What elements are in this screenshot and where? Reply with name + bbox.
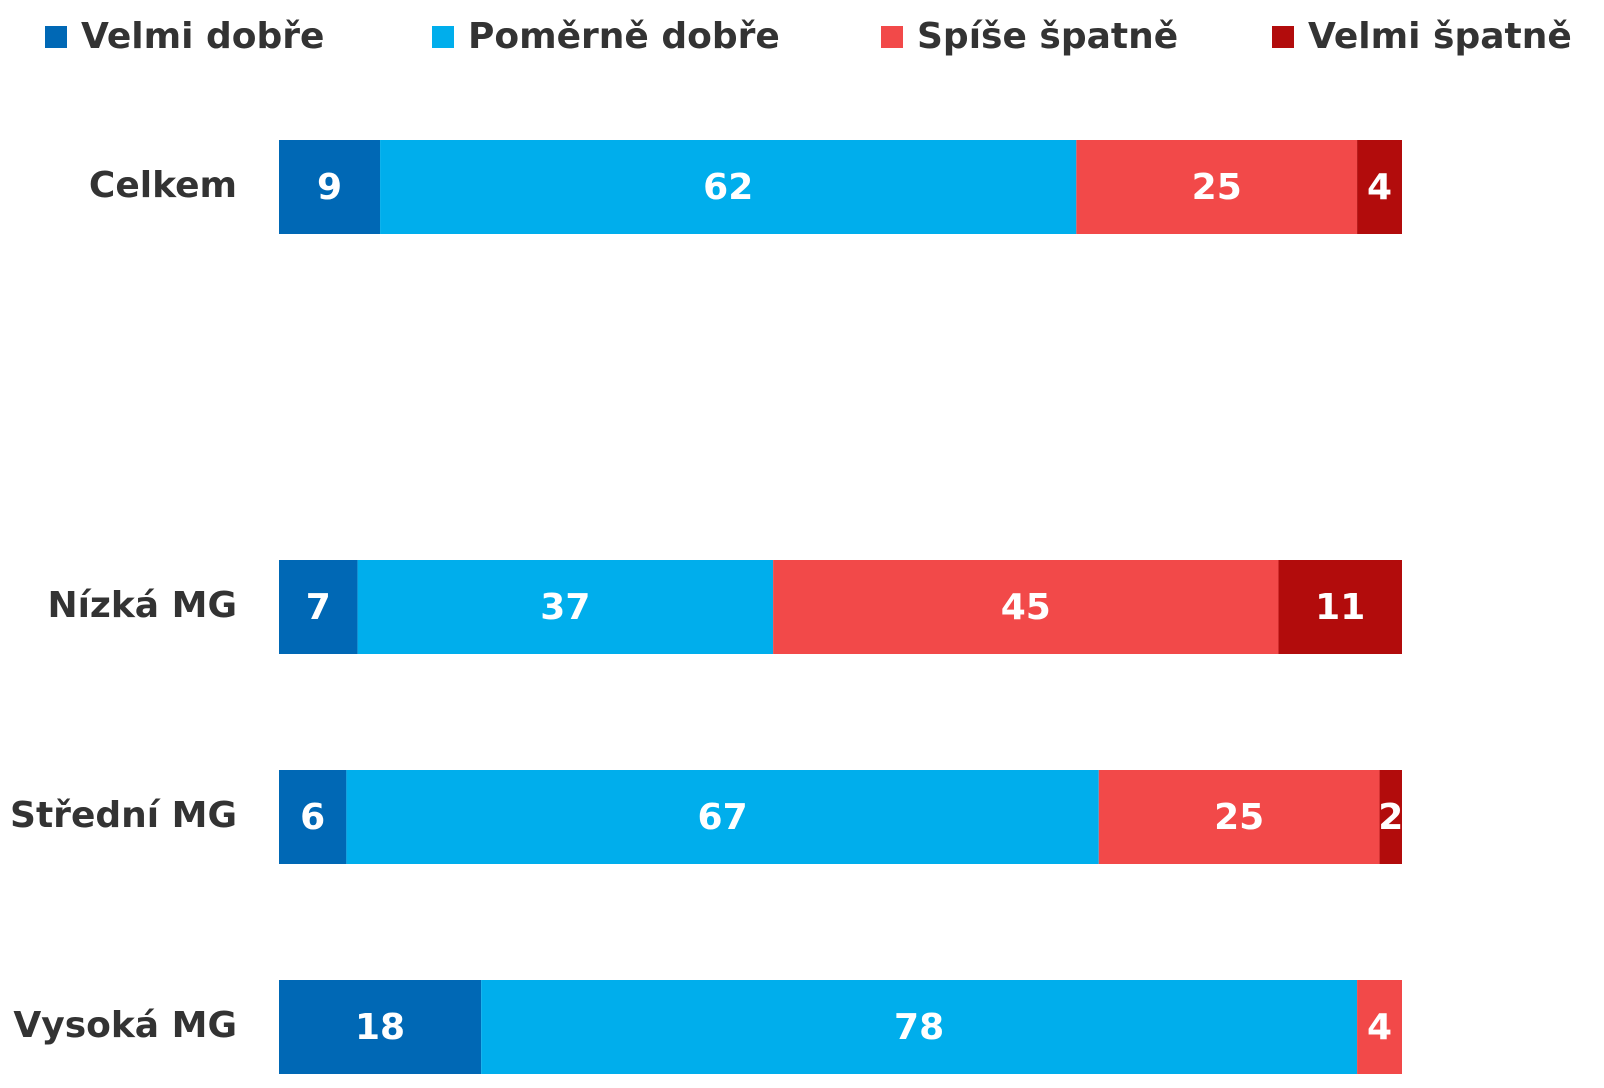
category-label: Nízká MG [47, 585, 237, 626]
data-label: 18 [355, 1007, 405, 1048]
data-label: 62 [703, 167, 753, 208]
legend-swatch [881, 26, 903, 48]
bar-segment [346, 770, 1099, 864]
data-label: 6 [300, 797, 325, 838]
legend-label: Poměrně dobře [468, 16, 780, 57]
data-label: 4 [1367, 167, 1392, 208]
bar-segment [1379, 770, 1402, 864]
legend-label: Velmi dobře [81, 16, 324, 57]
legend-swatch [1272, 26, 1294, 48]
data-label: 78 [894, 1007, 944, 1048]
legend-swatch [432, 26, 454, 48]
bar-segment [1076, 140, 1358, 234]
data-label: 67 [698, 797, 748, 838]
legend-label: Velmi špatně [1308, 16, 1572, 57]
legend-label: Spíše špatně [917, 16, 1178, 57]
legend-swatch [45, 26, 67, 48]
data-label: 11 [1315, 587, 1365, 628]
data-label: 9 [317, 167, 342, 208]
data-label: 25 [1214, 797, 1264, 838]
bar-segment [1357, 140, 1402, 234]
data-label: 45 [1001, 587, 1051, 628]
bar-segment [773, 560, 1279, 654]
category-label: Střední MG [10, 795, 237, 836]
bar-segment [1357, 980, 1402, 1074]
bar-segment [279, 770, 347, 864]
data-label: 7 [306, 587, 331, 628]
data-label: 4 [1367, 1007, 1392, 1048]
bar-segment [380, 140, 1077, 234]
category-label: Vysoká MG [13, 1005, 237, 1046]
bar-segment [279, 560, 358, 654]
category-label: Celkem [89, 165, 237, 206]
data-label: 2 [1378, 797, 1403, 838]
bar-segment [279, 140, 381, 234]
bar-segment [279, 980, 482, 1074]
bar-segment [481, 980, 1358, 1074]
bar-segment [1098, 770, 1380, 864]
bar-segment [357, 560, 774, 654]
bar-segment [1278, 560, 1402, 654]
data-label: 25 [1192, 167, 1242, 208]
data-label: 37 [540, 587, 590, 628]
